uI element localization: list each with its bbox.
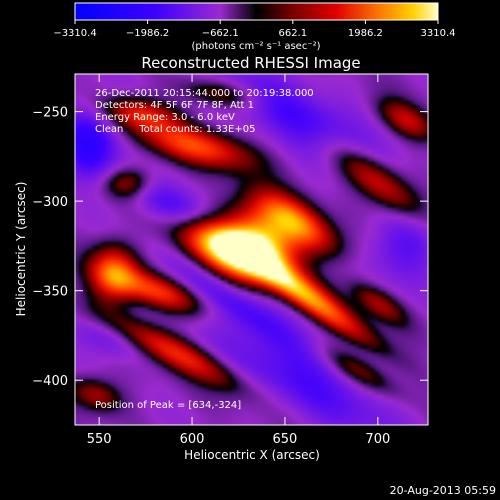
colorbar — [74, 2, 439, 21]
annotation-block: 26-Dec-2011 20:15:44.000 to 20:19:38.000… — [95, 88, 314, 135]
colorbar-ticks — [74, 20, 439, 24]
colorbar-tick-label: 3310.4 — [421, 28, 456, 39]
colorbar-tick-label: 1986.2 — [348, 28, 383, 39]
y-tick-labels: −250 −300 −350 −400 — [32, 106, 68, 390]
x-tick-labels: 550 600 650 700 — [87, 432, 391, 447]
heatmap-image — [75, 74, 428, 425]
colorbar-tick-label: −1986.2 — [126, 28, 169, 39]
footer-date: 20-Aug-2013 05:59 — [390, 484, 496, 497]
colorbar-tick-label: 662.1 — [278, 28, 307, 39]
x-tick-label: 550 — [87, 432, 112, 447]
peak-position-text: Position of Peak = [634,-324] — [95, 400, 241, 411]
chart-title: Reconstructed RHESSI Image — [141, 54, 360, 72]
x-tick-label: 600 — [180, 432, 205, 447]
axis-ticks — [75, 74, 428, 425]
y-tick-label: −400 — [32, 374, 68, 389]
y-tick-label: −350 — [32, 285, 68, 300]
annotation-clean-counts: Clean Total counts: 1.33E+05 — [95, 124, 255, 135]
colorbar-tick-label: −662.1 — [202, 28, 239, 39]
x-axis-label: Heliocentric X (arcsec) — [184, 448, 320, 462]
plot-frame — [74, 73, 429, 426]
annotation-detectors: Detectors: 4F 5F 6F 7F 8F, Att 1 — [95, 100, 254, 111]
y-tick-label: −300 — [32, 195, 68, 210]
colorbar-label: (photons cm⁻² s⁻¹ asec⁻²) — [191, 41, 320, 52]
annotation-energy-range: Energy Range: 3.0 - 6.0 keV — [95, 112, 235, 123]
colorbar-tick-labels: −3310.4 −1986.2 −662.1 662.1 1986.2 3310.4 — [53, 28, 455, 39]
y-tick-label: −250 — [32, 106, 68, 121]
x-tick-label: 650 — [273, 432, 298, 447]
y-axis-label: Heliocentric Y (arcsec) — [14, 182, 28, 317]
x-tick-label: 700 — [365, 432, 390, 447]
colorbar-tick-label: −3310.4 — [53, 28, 96, 39]
annotation-time-range: 26-Dec-2011 20:15:44.000 to 20:19:38.000 — [95, 88, 314, 99]
